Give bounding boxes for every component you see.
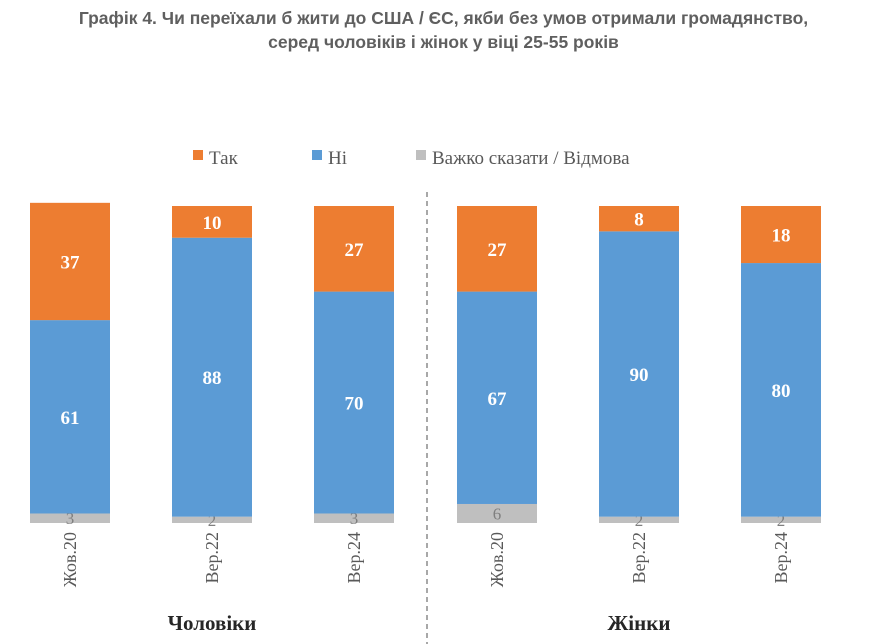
bar-segment [314,291,394,514]
data-label: 88 [203,368,222,389]
data-label: 80 [772,381,791,402]
group-label-1: Чоловіки [168,611,257,635]
data-label: 10 [203,213,222,234]
bar-segment [172,206,252,238]
data-label: 27 [488,240,508,261]
x-tick-label: Жов.20 [487,532,507,587]
bar-segment [172,237,252,517]
x-tick-label: Вер.22 [629,532,649,584]
data-label: 27 [345,240,365,261]
data-label: 90 [630,365,649,386]
bar-segment [314,513,394,523]
data-label: 3 [66,509,75,528]
x-tick-label: Вер.24 [771,532,791,584]
bar-segment [30,513,110,523]
data-label: 37 [61,252,81,273]
bar-segment [172,516,252,523]
bar-segment [599,231,679,517]
chart-title: Графік 4. Чи переїхали б жити до США / Є… [0,6,887,54]
data-label: 61 [61,408,80,429]
legend-label-1: Так [209,148,239,169]
bar-segment [30,202,110,321]
bar-segment [741,206,821,264]
legend-swatch-2 [312,150,322,160]
bar-segment [30,320,110,514]
legend-label-3: Важко сказати / Відмова [432,148,630,169]
group-label-2: Жінки [608,611,671,635]
chart-title-line-2: серед чоловіків і жінок у віці 25-55 рок… [268,32,619,52]
bar-segment [457,206,537,292]
legend-swatch-3 [416,150,426,160]
bar-segment [741,263,821,517]
data-label: 2 [208,511,217,530]
data-label: 2 [777,511,786,530]
legend-label-2: Ні [328,148,347,169]
x-tick-label: Вер.22 [202,532,222,584]
data-label: 67 [488,389,508,410]
bar-segment [741,516,821,523]
chart-title-line-1: Графік 4. Чи переїхали б жити до США / Є… [78,8,809,28]
data-label: 70 [345,394,364,415]
bar-segment [599,206,679,232]
data-label: 18 [772,226,791,247]
x-tick-label: Жов.20 [60,532,80,587]
data-label: 3 [350,509,359,528]
data-label: 6 [493,504,502,523]
bar-segment [314,206,394,292]
data-label: 8 [634,210,644,231]
data-label: 2 [635,511,644,530]
bar-segment [457,291,537,504]
bar-segment [457,503,537,523]
x-tick-label: Вер.24 [344,532,364,584]
legend-swatch-1 [193,150,203,160]
bar-segment [599,516,679,523]
